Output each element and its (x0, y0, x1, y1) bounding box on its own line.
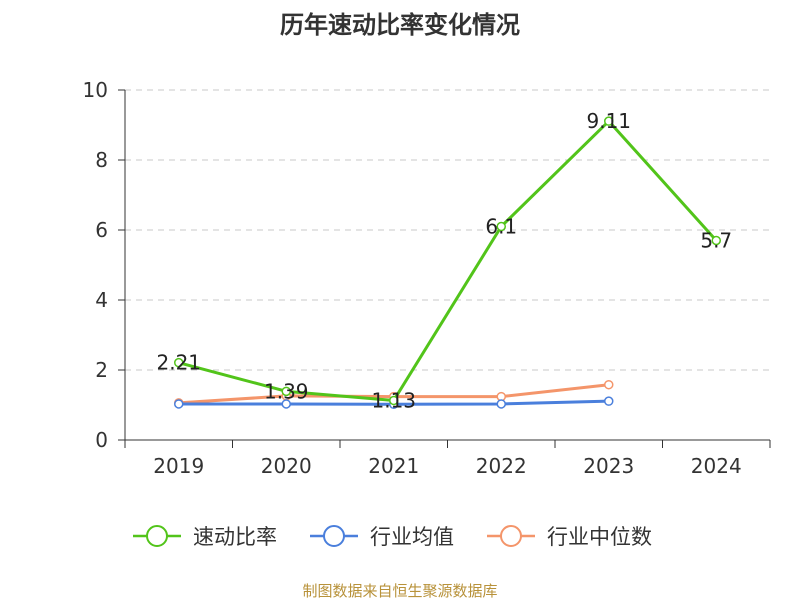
data-point (174, 399, 184, 409)
series-line-0 (178, 119, 718, 402)
data-label: 5.7 (700, 229, 732, 253)
data-point (281, 386, 291, 397)
x-tick-label: 2019 (153, 454, 204, 478)
data-point (711, 235, 721, 246)
grid (125, 89, 770, 371)
x-tick-label: 2022 (476, 454, 527, 478)
x-tick-label: 2024 (691, 454, 742, 478)
x-tick-label: 2020 (261, 454, 312, 478)
legend-marker (500, 525, 522, 547)
y-tick-label: 8 (95, 148, 108, 172)
source-note: 制图数据来自恒生聚源数据库 (302, 582, 497, 600)
data-label: 1.13 (371, 388, 416, 412)
data-point (389, 395, 399, 406)
legend-label: 行业均值 (370, 525, 454, 549)
legend-label: 行业中位数 (547, 525, 652, 549)
axes: 0 2 4 6 8 10 2019 2020 2021 2022 2023 2024 (83, 78, 771, 478)
x-tick-label: 2021 (368, 454, 419, 478)
data-label: 2.21 (156, 351, 201, 375)
data-point (174, 357, 184, 368)
legend-marker (323, 525, 345, 547)
y-tick-label: 10 (83, 78, 108, 102)
y-tick-label: 0 (95, 428, 108, 452)
data-point (496, 221, 506, 232)
data-label: 1.39 (264, 379, 309, 403)
data-point (496, 399, 506, 409)
y-tick-label: 6 (95, 218, 108, 242)
legend: 速动比率 行业均值 行业中位数 (133, 525, 652, 549)
data-label: 9.11 (586, 109, 631, 133)
series-layer (174, 116, 721, 410)
legend-marker (146, 525, 168, 547)
x-tick-label: 2023 (583, 454, 634, 478)
y-tick-label: 2 (95, 358, 108, 382)
data-point (604, 116, 614, 126)
data-point (281, 399, 291, 409)
data-label: 6.1 (485, 215, 517, 239)
data-labels: 2.21 1.39 1.13 6.1 9.11 5.7 (156, 109, 732, 412)
y-tick-label: 4 (95, 288, 108, 312)
data-point (604, 379, 614, 390)
chart-title: 历年速动比率变化情况 (280, 11, 520, 39)
legend-label: 速动比率 (193, 525, 277, 549)
data-point (604, 396, 614, 406)
